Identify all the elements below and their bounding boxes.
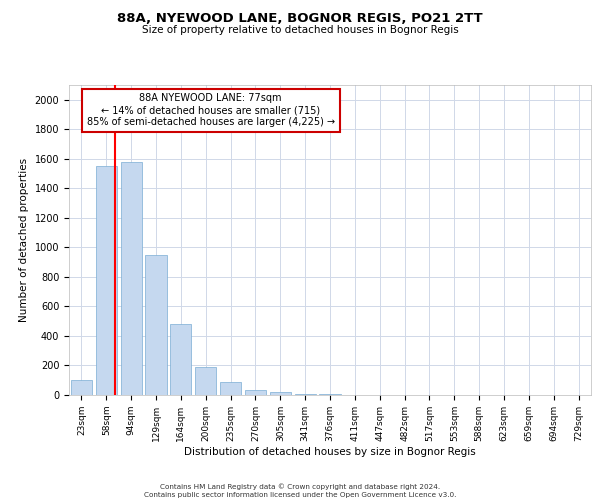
Bar xyxy=(319,394,341,395)
Bar xyxy=(245,390,266,395)
Bar xyxy=(170,324,191,395)
Bar xyxy=(195,367,216,395)
Text: 88A NYEWOOD LANE: 77sqm
← 14% of detached houses are smaller (715)
85% of semi-d: 88A NYEWOOD LANE: 77sqm ← 14% of detache… xyxy=(86,94,335,126)
Bar xyxy=(96,166,117,395)
Bar xyxy=(121,162,142,395)
Bar xyxy=(71,380,92,395)
Bar xyxy=(270,392,291,395)
Bar xyxy=(145,255,167,395)
Text: Contains HM Land Registry data © Crown copyright and database right 2024.
Contai: Contains HM Land Registry data © Crown c… xyxy=(144,484,456,498)
Y-axis label: Number of detached properties: Number of detached properties xyxy=(19,158,29,322)
Text: 88A, NYEWOOD LANE, BOGNOR REGIS, PO21 2TT: 88A, NYEWOOD LANE, BOGNOR REGIS, PO21 2T… xyxy=(117,12,483,26)
Text: Size of property relative to detached houses in Bognor Regis: Size of property relative to detached ho… xyxy=(142,25,458,35)
Bar xyxy=(295,394,316,395)
Bar xyxy=(220,382,241,395)
X-axis label: Distribution of detached houses by size in Bognor Regis: Distribution of detached houses by size … xyxy=(184,446,476,456)
